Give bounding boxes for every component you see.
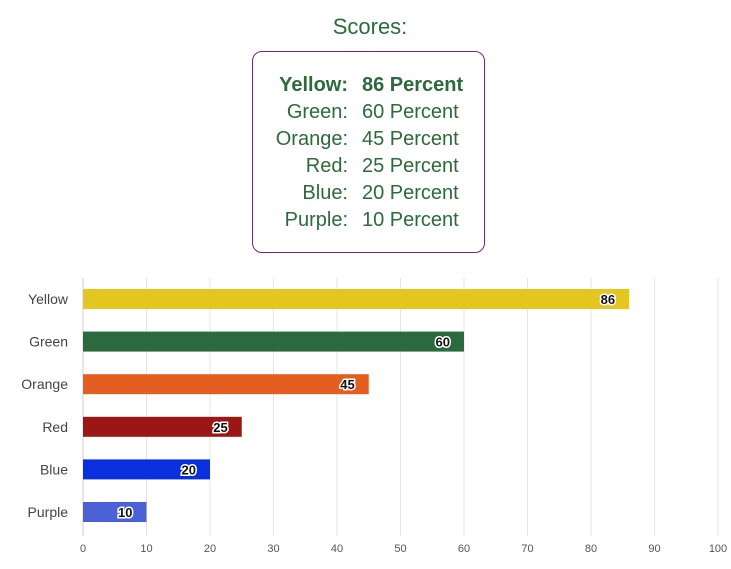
scores-title: Scores: — [332, 14, 408, 39]
x-tick-label: 40 — [331, 543, 343, 555]
category-label: Green — [29, 334, 68, 350]
data-label: 10 — [118, 505, 132, 520]
x-tick-label: 20 — [204, 543, 216, 555]
category-label: Purple — [28, 504, 69, 520]
score-row-yellow: Yellow: 86 Percent — [253, 72, 484, 99]
x-tick-label: 60 — [458, 543, 470, 555]
score-value: 10 Percent — [362, 209, 459, 231]
score-name: Purple: — [284, 209, 348, 231]
scores-box: Yellow: 86 Percent Green: 60 Percent Ora… — [252, 51, 485, 253]
x-tick-label: 30 — [267, 543, 279, 555]
x-tick-label: 0 — [80, 543, 86, 555]
category-label: Blue — [40, 461, 68, 477]
score-name: Green: — [286, 101, 348, 123]
score-row-purple: Purple: 10 Percent — [253, 207, 484, 234]
x-tick-label: 70 — [521, 543, 533, 555]
data-label: 86 — [601, 292, 615, 307]
score-row-blue: Blue: 20 Percent — [253, 180, 484, 207]
score-row-red: Red: 25 Percent — [253, 153, 484, 180]
score-value: 20 Percent — [362, 182, 459, 204]
score-value: 25 Percent — [362, 155, 459, 177]
score-row-green: Green: 60 Percent — [253, 99, 484, 126]
bar — [83, 289, 630, 309]
x-tick-label: 100 — [709, 543, 727, 555]
category-label: Yellow — [28, 291, 69, 307]
bar-chart: 0 10 20 30 40 50 60 70 80 90 100 Yellow 86 Green 60 Ora… — [21, 278, 727, 555]
score-name: Yellow: — [279, 74, 348, 96]
data-label: 45 — [340, 377, 354, 392]
score-row-orange: Orange: 45 Percent — [253, 126, 484, 153]
bar — [83, 416, 242, 437]
score-name: Blue: — [302, 182, 348, 204]
score-value: 45 Percent — [362, 128, 459, 150]
score-name: Red: — [305, 155, 348, 177]
x-tick-label: 50 — [394, 543, 406, 555]
data-label: 60 — [436, 335, 450, 350]
data-label: 25 — [213, 420, 227, 435]
bar — [83, 331, 464, 352]
bar — [83, 374, 369, 395]
category-label: Red — [42, 419, 68, 435]
score-value: 86 Percent — [362, 74, 464, 96]
x-tick-label: 80 — [585, 543, 597, 555]
x-tick-label: 90 — [648, 543, 660, 555]
category-label: Orange — [21, 376, 68, 392]
x-tick-label: 10 — [140, 543, 152, 555]
bar — [83, 502, 147, 522]
data-label: 20 — [182, 462, 196, 477]
bar — [83, 459, 210, 480]
score-name: Orange: — [275, 128, 348, 150]
score-value: 60 Percent — [362, 101, 459, 123]
